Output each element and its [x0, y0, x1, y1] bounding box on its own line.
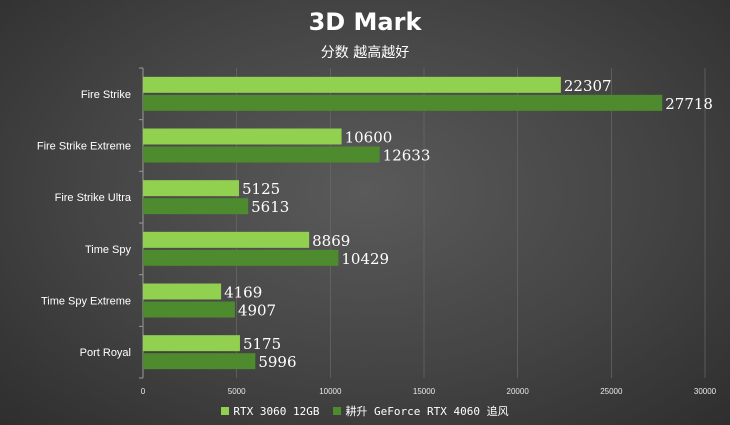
category-label: Time Spy Extreme	[41, 296, 131, 308]
bar	[143, 249, 339, 266]
x-tick-label: 0	[141, 387, 146, 396]
data-label: 5175	[243, 335, 281, 353]
data-label: 27718	[665, 95, 713, 113]
data-label: 10429	[341, 250, 389, 268]
legend-swatch-series-1	[221, 407, 230, 415]
legend-item-series-1: RTX 3060 12GB	[221, 403, 319, 419]
x-tick-label: 20000	[507, 387, 530, 396]
bar	[143, 180, 240, 197]
data-label: 5125	[242, 180, 280, 198]
bar	[143, 335, 240, 352]
x-tick-label: 10000	[319, 387, 342, 396]
category-label: Port Royal	[80, 347, 131, 359]
bar	[143, 231, 310, 248]
bar	[143, 283, 222, 300]
bar	[143, 198, 249, 215]
data-label: 12633	[383, 147, 431, 165]
legend-swatch-series-2	[333, 407, 342, 415]
chart-title: 3D Mark	[308, 8, 422, 36]
data-label: 8869	[312, 232, 350, 250]
bar	[143, 301, 235, 318]
bar	[143, 128, 342, 145]
data-label: 4169	[224, 284, 262, 302]
legend-label-series-2: 耕升 GeForce RTX 4060 追风	[345, 405, 509, 418]
x-tick-label: 5000	[228, 387, 246, 396]
category-label: Fire Strike	[81, 89, 131, 101]
bar	[143, 146, 380, 163]
x-tick-label: 30000	[694, 387, 717, 396]
legend-item-series-2: 耕升 GeForce RTX 4060 追风	[333, 403, 509, 419]
data-label: 5613	[251, 198, 289, 216]
data-label: 4907	[238, 302, 276, 320]
category-label: Fire Strike Extreme	[37, 141, 131, 153]
data-label: 22307	[564, 77, 612, 95]
bar	[143, 94, 663, 111]
bar	[143, 353, 256, 370]
data-label: 10600	[345, 129, 393, 147]
chart-subtitle: 分数 越高越好	[320, 45, 410, 61]
category-label: Fire Strike Ultra	[55, 192, 132, 204]
legend-label-series-1: RTX 3060 12GB	[233, 404, 320, 418]
x-tick-label: 25000	[600, 387, 623, 396]
category-label: Time Spy	[85, 244, 132, 256]
x-tick-label: 15000	[413, 387, 436, 396]
legend: RTX 3060 12GB 耕升 GeForce RTX 4060 追风	[0, 403, 730, 419]
data-label: 5996	[258, 353, 296, 371]
bar	[143, 76, 561, 93]
